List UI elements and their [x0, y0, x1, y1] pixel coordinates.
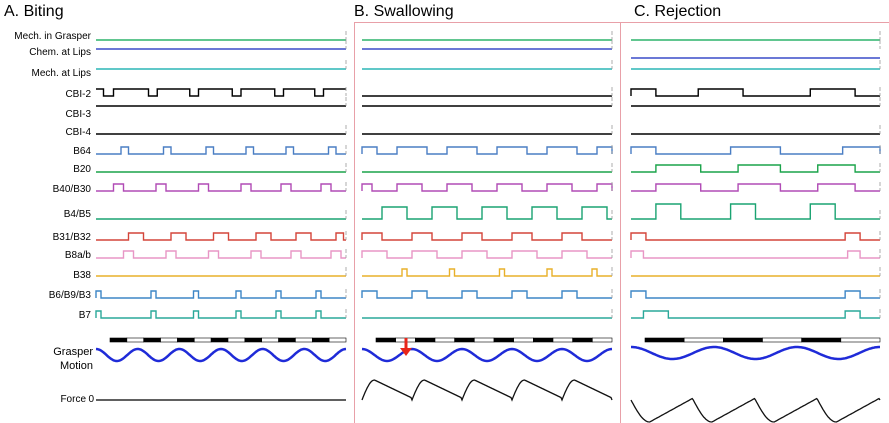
- row-label-b64: B64: [73, 146, 91, 157]
- phase-bar-c-segment-4: [801, 337, 842, 343]
- phase-bar-a-segment-9: [261, 337, 279, 343]
- row-label-b6-b9-b3: B6/B9/B3: [49, 290, 92, 301]
- row-labels: Mech. in Grasper Chem. at Lips Mech. at …: [14, 31, 91, 321]
- force-trace-b: [361, 379, 613, 402]
- phase-bar-b-segment-8: [533, 337, 554, 343]
- traces: [95, 31, 881, 423]
- phase-bar-c-segment-2: [723, 337, 763, 343]
- trace-c-row-14: [631, 310, 880, 319]
- phase-bar-b-segment-9: [552, 337, 573, 343]
- trace-a-row-13: [95, 290, 346, 299]
- phase-bar-a-segment-4: [177, 337, 195, 343]
- phase-bar-a-segment-6: [210, 337, 229, 343]
- trace-a-row-3: [96, 88, 346, 97]
- trace-a-row-8: [96, 183, 346, 192]
- trace-c-row-6: [630, 146, 881, 155]
- phase-bar-c-segment-5: [840, 337, 881, 343]
- trace-b-row-12: [362, 268, 612, 277]
- row-label-b7: B7: [79, 310, 92, 321]
- trace-c-row-10: [630, 232, 880, 241]
- trace-a-row-11: [96, 250, 346, 259]
- red-arrow-head: [400, 348, 412, 356]
- phase-bar-a-segment-1: [126, 337, 145, 343]
- phase-bar-c-segment-1: [683, 337, 724, 343]
- grasper-label-line1: Grasper: [53, 346, 93, 358]
- row-label-b20: B20: [73, 164, 91, 175]
- trace-a-row-6: [96, 146, 346, 155]
- phase-bar-a-segment-7: [227, 337, 246, 343]
- phase-bar-b-segment-5: [474, 337, 495, 343]
- row-label-mech-lips: Mech. at Lips: [32, 68, 91, 79]
- phase-bar-b-segment-7: [513, 337, 534, 343]
- row-label-b40-b30: B40/B30: [53, 184, 92, 195]
- panel-title-swallowing: B. Swallowing: [354, 3, 454, 20]
- trace-c-row-7: [631, 164, 880, 173]
- grasper-wave-b: [361, 347, 613, 363]
- trace-a-row-10: [96, 232, 346, 241]
- row-label-b4-b5: B4/B5: [64, 209, 92, 220]
- phase-bar-a-segment-2: [143, 337, 161, 343]
- phase-bar-a-segment-12: [311, 337, 330, 343]
- row-label-cbi-2: CBI-2: [65, 89, 91, 100]
- phase-bar-b-segment-2: [415, 337, 436, 343]
- phase-bar-a-segment-10: [278, 337, 296, 343]
- phase-bar-a-segment-3: [160, 337, 178, 343]
- phase-bar-b-segment-11: [592, 337, 613, 343]
- trace-c-row-3: [630, 88, 880, 97]
- phase-bar-a-segment-0: [109, 337, 128, 343]
- grasper-wave-a: [95, 347, 347, 363]
- trace-b-row-8: [361, 183, 613, 192]
- phase-bar-a-segment-11: [295, 337, 313, 343]
- phase-bar-c-segment-0: [644, 337, 685, 343]
- phase-bar-a-segment-13: [328, 337, 347, 343]
- trace-b-row-6: [361, 146, 613, 155]
- row-label-b31-b32: B31/B32: [53, 232, 92, 243]
- trace-a-row-14: [95, 310, 346, 319]
- phase-bar-b-segment-3: [434, 337, 455, 343]
- panel-title-rejection: C. Rejection: [634, 3, 721, 20]
- row-label-cbi-4: CBI-4: [65, 127, 91, 138]
- trace-b-row-11: [361, 250, 612, 259]
- force-zero-label: 0: [88, 394, 94, 405]
- row-label-cbi-3: CBI-3: [65, 109, 91, 120]
- phase-bar-b-segment-4: [454, 337, 475, 343]
- row-label-mech-grasper: Mech. in Grasper: [14, 31, 91, 42]
- force-trace-c: [630, 397, 881, 423]
- phase-bar-b-segment-0: [375, 337, 396, 343]
- trace-c-row-11: [630, 250, 880, 259]
- trace-b-row-10: [361, 232, 612, 241]
- grasper-label-line2: Motion: [60, 360, 93, 372]
- phase-bar-a-segment-8: [244, 337, 263, 343]
- grasper-wave-c: [631, 345, 880, 361]
- trace-c-row-9: [631, 203, 880, 220]
- phase-bar-c-segment-3: [762, 337, 802, 343]
- phase-bar-b-segment-6: [493, 337, 514, 343]
- panel-title-biting: A. Biting: [4, 3, 64, 20]
- trace-b-row-13: [361, 290, 612, 299]
- phase-bar-a-segment-5: [193, 337, 212, 343]
- phase-bar-b-segment-10: [572, 337, 593, 343]
- row-label-b8ab: B8a/b: [65, 250, 92, 261]
- trace-b-row-9: [362, 206, 612, 220]
- trace-c-row-13: [630, 290, 880, 299]
- trace-c-row-8: [631, 183, 880, 192]
- row-label-b38: B38: [73, 270, 91, 281]
- row-label-chem-lips: Chem. at Lips: [29, 47, 91, 58]
- force-label: Force: [60, 394, 86, 405]
